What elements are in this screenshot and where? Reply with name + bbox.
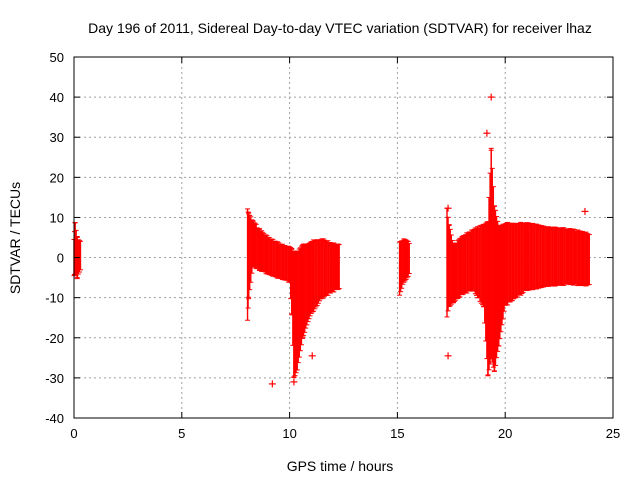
x-tick-label: 0 [70,426,77,441]
x-tick-label: 5 [178,426,185,441]
x-tick-label: 20 [498,426,512,441]
y-tick-label: -40 [45,411,64,426]
outlier-point [487,93,495,101]
outlier-point [444,204,452,212]
x-tick-label: 15 [390,426,404,441]
y-tick-label: 20 [50,170,64,185]
chart-title: Day 196 of 2011, Sidereal Day-to-day VTE… [88,20,592,36]
outlier-point [483,129,491,137]
x-tick-label: 25 [606,426,620,441]
outlier-points [268,93,589,388]
outlier-point [581,207,589,215]
y-tick-label: -10 [45,291,64,306]
plot-frame [73,56,614,419]
outlier-point [444,352,452,360]
axis-tick-labels: 0 5 10 15 20 25 -40 -30 -20 -10 0 10 20 30 40 50 [45,50,620,441]
y-tick-label: 50 [50,50,64,65]
y-axis-label: SDTVAR / TECUs [7,182,23,294]
axis-ticks [73,56,614,419]
data-series [71,147,592,379]
y-tick-label: 30 [50,130,64,145]
y-tick-label: 40 [50,90,64,105]
outlier-point [268,380,276,388]
y-tick-label: 0 [57,251,64,266]
y-tick-label: -30 [45,371,64,386]
x-axis-label: GPS time / hours [287,458,394,474]
y-tick-label: -20 [45,331,64,346]
y-tick-label: 10 [50,210,64,225]
outlier-point [290,378,298,386]
x-tick-label: 10 [282,426,296,441]
outlier-point [308,352,316,360]
